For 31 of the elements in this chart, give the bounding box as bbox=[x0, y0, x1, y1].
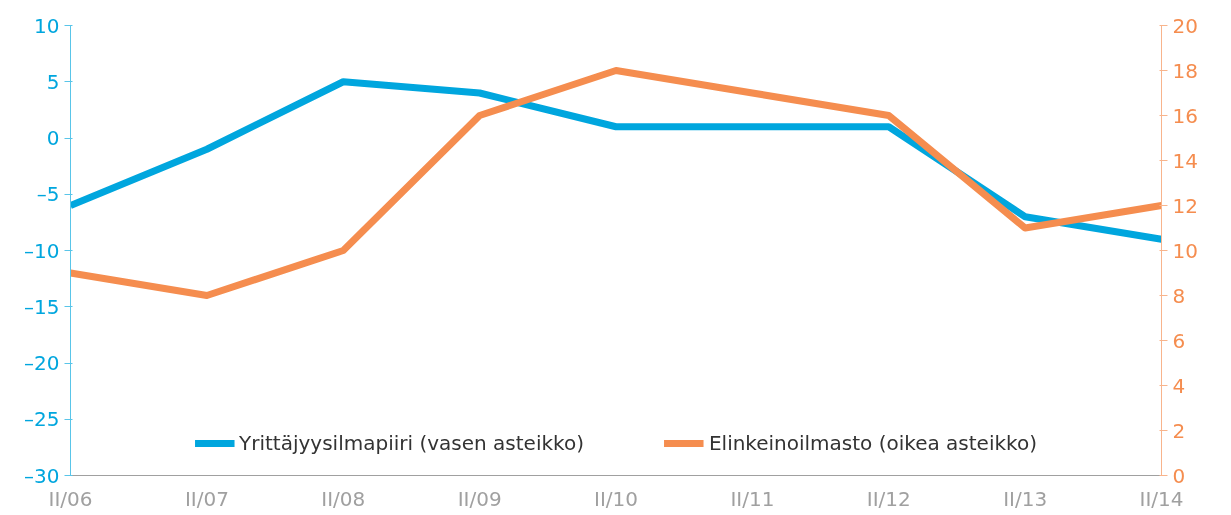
y-tick-label: 5 bbox=[46, 69, 60, 94]
y2-tick-label: 6 bbox=[1172, 328, 1186, 353]
x-tick-label: II/08 bbox=[321, 486, 366, 511]
y-tick-label: –20 bbox=[24, 351, 60, 375]
y-tick-label: –25 bbox=[24, 407, 60, 432]
y-tick-label: –15 bbox=[24, 294, 60, 319]
x-tick-label: II/09 bbox=[457, 486, 502, 511]
y2-tick-label: 4 bbox=[1172, 373, 1186, 398]
y2-tick-label: 16 bbox=[1172, 103, 1198, 128]
x-tick-label: II/11 bbox=[730, 486, 775, 511]
y-tick-label: –5 bbox=[36, 182, 60, 207]
y2-tick-label: 10 bbox=[1172, 238, 1198, 263]
y2-tick-label: 0 bbox=[1172, 463, 1186, 488]
legend-label: Yrittäjyysilmapiiri (vasen asteikko) bbox=[239, 431, 584, 455]
y2-tick-label: 20 bbox=[1172, 13, 1198, 38]
y-tick-label: –30 bbox=[24, 463, 60, 488]
x-tick-label: II/06 bbox=[48, 486, 93, 511]
legend-label: Elinkeinoilmasto (oikea asteikko) bbox=[708, 431, 1037, 455]
x-tick-label: II/14 bbox=[1139, 486, 1184, 511]
y-tick-label: –10 bbox=[24, 238, 60, 263]
y2-tick-label: 2 bbox=[1172, 418, 1186, 443]
x-tick-label: II/07 bbox=[184, 486, 229, 511]
x-tick-label: II/13 bbox=[1003, 486, 1048, 511]
y-tick-label: 0 bbox=[46, 126, 60, 150]
y2-tick-label: 8 bbox=[1172, 283, 1186, 308]
y2-tick-label: 14 bbox=[1172, 148, 1198, 173]
x-tick-label: II/12 bbox=[866, 486, 911, 511]
y2-tick-label: 18 bbox=[1172, 58, 1198, 83]
y-tick-label: 10 bbox=[34, 13, 60, 38]
y2-tick-label: 12 bbox=[1172, 193, 1198, 218]
x-tick-label: II/10 bbox=[594, 486, 638, 511]
